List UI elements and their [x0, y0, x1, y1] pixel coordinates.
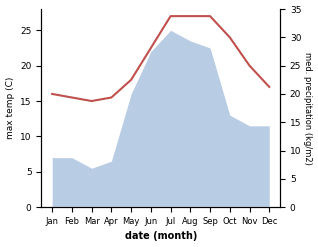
- Y-axis label: med. precipitation (kg/m2): med. precipitation (kg/m2): [303, 52, 313, 165]
- Y-axis label: max temp (C): max temp (C): [5, 77, 15, 139]
- X-axis label: date (month): date (month): [125, 231, 197, 242]
